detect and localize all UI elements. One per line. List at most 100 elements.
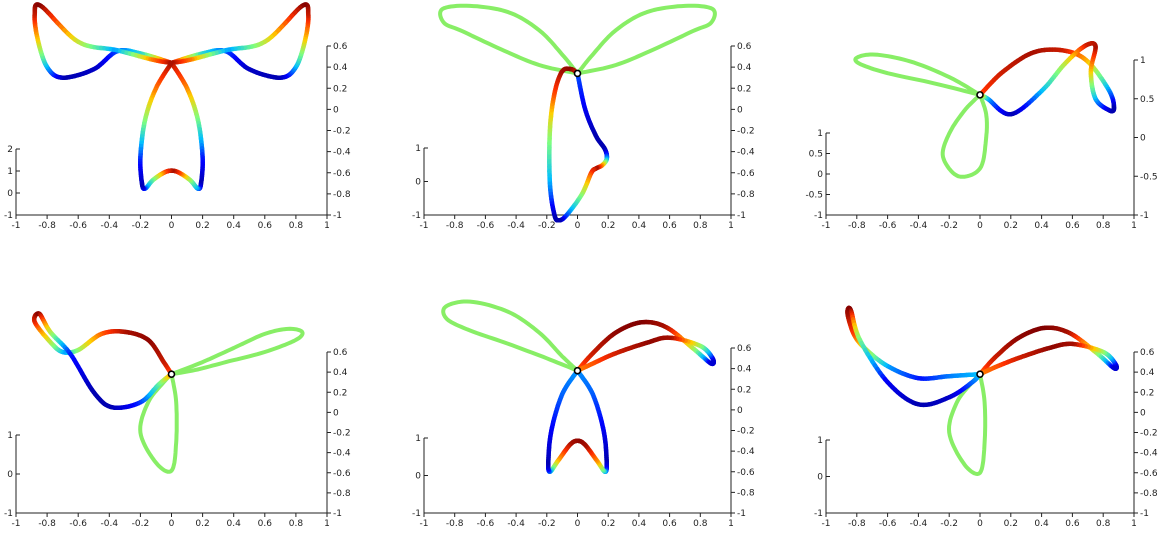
left-axis-tick-label: 1 <box>817 436 823 446</box>
bottom-axis-tick-label: -0.8 <box>38 221 56 231</box>
right-axis-tick-label: -0.4 <box>737 447 755 457</box>
left-axis-tick-label: 1 <box>415 144 421 154</box>
bottom-axis-tick-label: -0.6 <box>477 519 495 529</box>
right-axis-tick-label: 0.4 <box>737 365 752 375</box>
bottom-axis-tick-label: -0.6 <box>69 519 87 529</box>
bottom-axis-tick-label: 0.8 <box>1096 221 1111 231</box>
right-axis-tick-label: -0.6 <box>1140 469 1158 479</box>
right-axis-tick-label: 0.2 <box>737 84 751 94</box>
bottom-axis-tick-label: 1 <box>324 519 330 529</box>
static-petal <box>853 52 982 97</box>
left-axis-tick-label: 0.5 <box>809 150 823 160</box>
static-petal <box>441 299 580 373</box>
bottom-axis-tick-label: 0.4 <box>1034 221 1049 231</box>
bottom-axis-tick-label: -1 <box>12 519 21 529</box>
left-axis-tick-label: 0 <box>817 170 823 180</box>
panel-top-right: -1 -0.8 -0.6 -0.4 -0.2 0 0.2 0.4 0.6 0.8 1-1-0.500… <box>805 41 1158 231</box>
right-axis-tick-label: 0.4 <box>1140 368 1155 378</box>
left-axis-tick-label: -1 <box>4 509 13 519</box>
right-axis-tick-label: -0.2 <box>333 127 351 137</box>
origin-marker <box>976 370 984 378</box>
bottom-axis-tick-label: 0.8 <box>289 221 304 231</box>
right-axis-tick-label: -0.6 <box>737 169 755 179</box>
bottom-axis-tick-label: 0 <box>977 221 983 231</box>
bottom-axis-tick-label: 0 <box>575 221 581 231</box>
bottom-axis-tick-label: 1 <box>728 221 734 231</box>
bottom-axis-tick-label: 0.8 <box>693 221 708 231</box>
right-axis-tick-label: 0.4 <box>333 63 348 73</box>
trajectory-right-loop <box>977 325 1119 377</box>
bottom-axis-tick-label: 0.4 <box>227 519 242 529</box>
bottom-axis-tick-label: 0 <box>977 519 983 529</box>
right-axis-tick-label: -0.8 <box>1140 489 1158 499</box>
left-axis-tick-label: -1 <box>412 211 421 221</box>
bottom-axis-tick-label: 0 <box>169 519 175 529</box>
right-axis-tick-label: 0.4 <box>333 368 348 378</box>
right-axis-tick-label: 0.5 <box>1140 95 1154 105</box>
bottom-axis-tick-label: -0.4 <box>507 519 525 529</box>
left-axis-tick-label: -1 <box>814 509 823 519</box>
bottom-axis-tick-label: 0 <box>575 519 581 529</box>
left-axis-tick-label: 0 <box>415 472 421 482</box>
right-axis-tick-label: 1 <box>1140 56 1146 66</box>
bottom-axis-tick-label: 0.4 <box>632 519 647 529</box>
right-axis-tick-label: -1 <box>737 211 746 221</box>
right-axis-tick-label: 0.4 <box>737 63 752 73</box>
bottom-axis-tick-label: 0.8 <box>1096 519 1111 529</box>
trajectory-left-loop <box>845 305 983 408</box>
bottom-axis-tick-label: 0.2 <box>601 221 615 231</box>
bottom-axis-tick-label: -0.4 <box>101 221 119 231</box>
right-axis-tick-label: -0.2 <box>1140 429 1158 439</box>
right-axis-tick-label: -0.6 <box>333 469 351 479</box>
right-axis-tick-label: 0.2 <box>333 388 347 398</box>
trajectory-moving-loop <box>547 66 610 223</box>
right-axis-tick-label: 0.6 <box>737 344 752 354</box>
right-axis-tick-label: -0.8 <box>737 488 755 498</box>
bottom-axis-tick-label: 0.4 <box>1034 519 1049 529</box>
bottom-axis-tick-label: 1 <box>728 519 734 529</box>
bottom-axis-tick-label: -0.6 <box>879 221 897 231</box>
bottom-axis-tick-label: 0.2 <box>195 221 209 231</box>
bottom-axis-tick-label: 0.6 <box>258 221 273 231</box>
bottom-axis-tick-label: -0.6 <box>69 221 87 231</box>
origin-marker <box>573 69 582 78</box>
bottom-axis-tick-label: -0.4 <box>910 519 928 529</box>
origin-marker <box>976 91 984 99</box>
left-axis-tick-label: 0 <box>817 473 823 483</box>
trajectory-moving-loop <box>31 311 174 411</box>
bottom-axis-tick-label: 0 <box>169 221 175 231</box>
origin-marker <box>573 366 582 375</box>
bottom-axis-tick-label: 0.2 <box>1004 221 1018 231</box>
right-axis-tick-label: -0.2 <box>737 127 755 137</box>
static-petal <box>138 372 179 474</box>
bottom-axis-tick-label: 0.2 <box>601 519 615 529</box>
bottom-axis-tick-label: -0.4 <box>507 221 525 231</box>
bottom-axis-tick-label: 0.6 <box>662 519 677 529</box>
right-axis-tick-label: -0.6 <box>737 468 755 478</box>
right-axis-tick-label: -0.4 <box>333 148 351 158</box>
bottom-axis-tick-label: -1 <box>12 221 21 231</box>
right-axis-tick-label: 0.2 <box>737 385 751 395</box>
left-axis-tick-label: 0 <box>7 470 13 480</box>
bottom-axis-tick-label: -0.8 <box>848 221 866 231</box>
origin-marker <box>167 370 176 378</box>
left-axis-tick-label: -1 <box>814 211 823 221</box>
trajectory-right-wing <box>169 2 311 80</box>
right-axis-tick-label: 0.6 <box>333 42 348 52</box>
right-axis-tick-label: 0 <box>333 105 339 115</box>
left-axis-tick-label: 2 <box>7 145 13 155</box>
panel-top-left: -1 -0.8 -0.6 -0.4 -0.2 0 0.2 0.4 0.6 0.8 1-1012-1-… <box>4 2 351 231</box>
bottom-axis-tick-label: -0.6 <box>477 221 495 231</box>
bottom-axis-tick-label: 0.2 <box>1004 519 1018 529</box>
panel-top-middle: -1 -0.8 -0.6 -0.4 -0.2 0 0.2 0.4 0.6 0.8 1-101-1-0… <box>412 3 755 231</box>
bottom-axis-tick-label: -0.8 <box>446 221 464 231</box>
static-petal <box>940 92 989 179</box>
bottom-axis-tick-label: 0.8 <box>289 519 304 529</box>
right-axis-tick-label: 0 <box>737 105 743 115</box>
right-axis-tick-label: -0.2 <box>737 427 755 437</box>
bottom-axis-tick-label: 0.8 <box>693 519 708 529</box>
bottom-axis-tick-label: 0.6 <box>1065 221 1080 231</box>
bottom-axis-tick-label: -0.8 <box>446 519 464 529</box>
right-axis-tick-label: -0.2 <box>333 429 351 439</box>
